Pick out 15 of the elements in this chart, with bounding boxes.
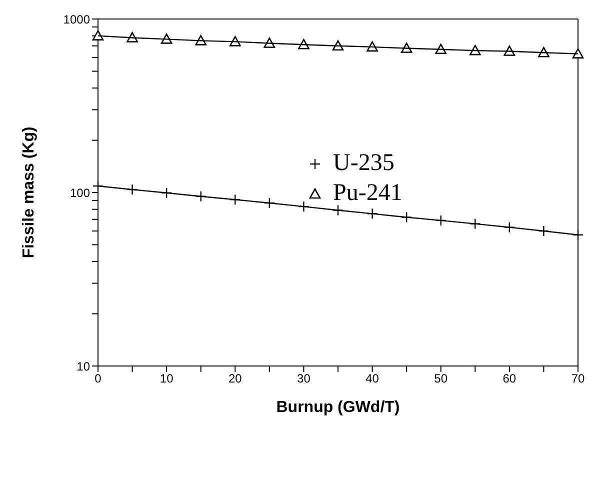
- x-tick-label: 10: [160, 372, 174, 386]
- x-tick-label: 60: [502, 372, 516, 386]
- legend-label: U-235: [333, 149, 394, 178]
- x-tick-label: 20: [228, 372, 242, 386]
- x-tick-label: 30: [297, 372, 311, 386]
- y-tick-label: 1000: [63, 12, 90, 26]
- x-tick-label: 40: [366, 372, 380, 386]
- x-axis-title: Burnup (GWd/T): [276, 399, 400, 416]
- y-tick-label: 100: [70, 186, 90, 200]
- y-tick-label: 10: [76, 359, 90, 374]
- y-axis-title: Fissile mass (Kg): [20, 126, 38, 258]
- x-tick-label: 0: [94, 372, 102, 386]
- x-tick-label: 50: [434, 372, 448, 386]
- legend-label: Pu-241: [333, 179, 402, 208]
- x-tick-label: 70: [571, 372, 585, 386]
